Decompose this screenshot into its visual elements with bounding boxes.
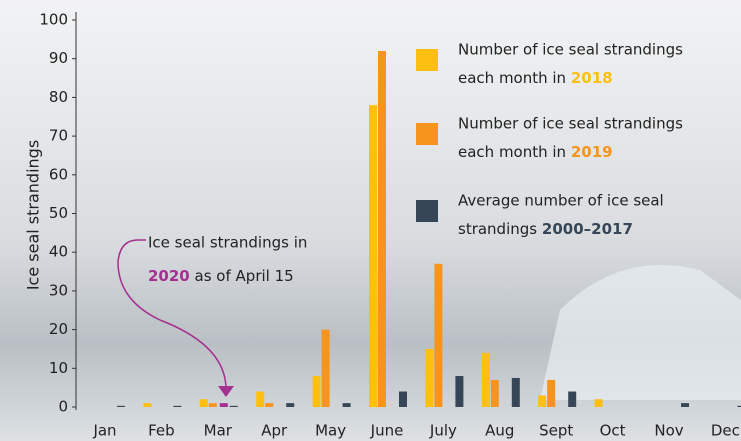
- bar: [173, 405, 182, 407]
- y-tick-label: 40: [49, 243, 68, 261]
- bar: [256, 391, 265, 407]
- legend-text: each month in: [458, 69, 566, 87]
- bar: [342, 403, 351, 407]
- legend-series-name: 2019: [571, 143, 613, 161]
- legend-text: Number of ice seal strandings: [458, 41, 683, 59]
- x-tick-label: May: [315, 422, 346, 440]
- x-tick-label: Feb: [148, 422, 175, 440]
- annotation: 2020 as of April 15: [148, 267, 294, 285]
- x-tick-label: June: [370, 422, 404, 440]
- annotation-year: 2020: [148, 267, 190, 285]
- y-tick-label: 30: [49, 281, 68, 299]
- bar: [219, 403, 228, 407]
- bar: [321, 329, 330, 407]
- y-tick-label: 70: [49, 127, 68, 145]
- y-tick-label: 80: [49, 88, 68, 106]
- ice-shape: [540, 265, 741, 400]
- y-tick-label: 0: [58, 398, 68, 416]
- x-tick-label: July: [429, 422, 457, 440]
- legend-series-name: 2000–2017: [542, 220, 633, 238]
- bar: [737, 405, 741, 407]
- y-tick-label: 100: [39, 11, 68, 29]
- bar: [568, 391, 577, 407]
- bar: [594, 399, 603, 407]
- bar: [199, 399, 208, 407]
- legend-swatch: [416, 123, 438, 145]
- legend-text: strandings 2000–2017: [458, 220, 633, 238]
- annotation-arrow: [117, 239, 227, 389]
- x-tick-label: Sept: [539, 422, 573, 440]
- bar: [681, 403, 689, 407]
- bar: [378, 50, 386, 408]
- bar: [434, 263, 443, 407]
- bar: [511, 377, 520, 407]
- bar: [117, 405, 125, 407]
- y-axis-label: Ice seal strandings: [24, 140, 43, 290]
- y-tick-label: 10: [49, 359, 68, 377]
- annotation: as of April 15: [195, 267, 294, 285]
- annotation: Ice seal strandings in: [148, 234, 307, 252]
- y-tick-label: 60: [49, 165, 68, 183]
- x-tick-label: Oct: [600, 422, 626, 440]
- bar: [399, 391, 407, 407]
- x-tick-label: Aug: [485, 422, 514, 440]
- annotation-arrowhead: [218, 386, 234, 397]
- x-tick-label: Nov: [654, 422, 683, 440]
- legend-swatch: [416, 49, 438, 71]
- x-tick-label: Mar: [204, 422, 233, 440]
- bar: [143, 403, 152, 407]
- y-tick-label: 50: [49, 204, 68, 222]
- bar: [481, 352, 490, 407]
- legend-text: each month in: [458, 143, 566, 161]
- bar: [425, 348, 434, 407]
- bar: [547, 379, 556, 407]
- bar: [312, 376, 321, 407]
- bar: [455, 376, 464, 407]
- bar: [229, 405, 238, 407]
- x-tick-label: Dec: [711, 422, 740, 440]
- legend-series-name: 2018: [571, 69, 613, 87]
- bar: [538, 395, 547, 407]
- legend-swatch: [416, 200, 438, 222]
- bar: [265, 403, 274, 407]
- legend-text: Average number of ice seal: [458, 192, 664, 210]
- bar: [208, 403, 217, 407]
- y-tick-label: 20: [49, 320, 68, 338]
- y-tick-label: 90: [49, 49, 68, 67]
- legend-text: each month in 2019: [458, 143, 613, 161]
- legend-text: strandings: [458, 220, 537, 238]
- x-tick-label: Jan: [92, 422, 116, 440]
- bar: [286, 403, 295, 407]
- legend-text: Number of ice seal strandings: [458, 115, 683, 133]
- bar: [369, 105, 377, 407]
- x-tick-label: Apr: [261, 422, 288, 440]
- legend-text: each month in 2018: [458, 69, 613, 87]
- bar: [490, 379, 499, 407]
